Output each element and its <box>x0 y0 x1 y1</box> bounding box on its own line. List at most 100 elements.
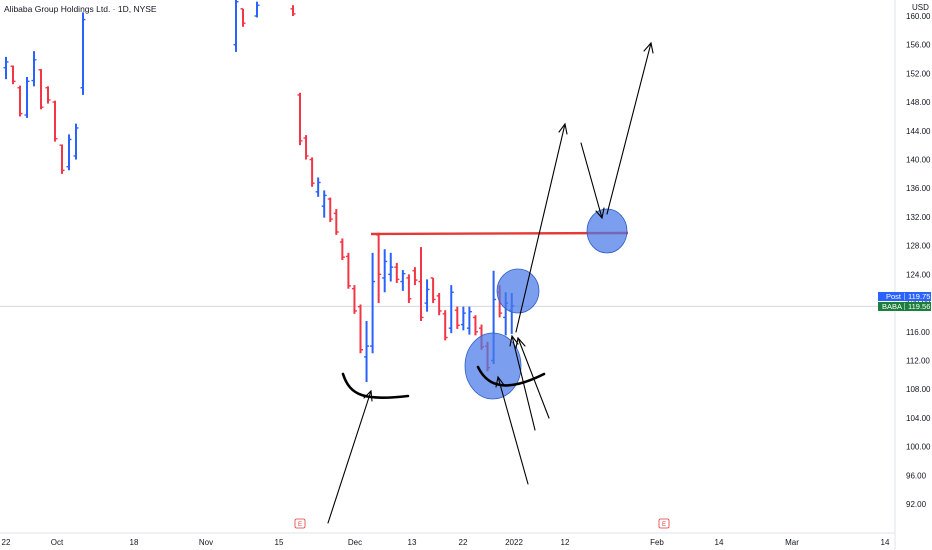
post-price-tag: Post 119.75 <box>878 292 931 301</box>
ohlc-bar <box>394 262 400 283</box>
price-tick-label: 152.00 <box>906 69 931 78</box>
ohlc-bar <box>339 238 345 260</box>
time-tick-label: 14 <box>881 538 890 547</box>
ohlc-bar <box>466 306 472 335</box>
arrow-line <box>327 390 372 524</box>
post-tag-label: Post <box>886 292 902 301</box>
arrow-line <box>606 42 652 215</box>
earnings-marker[interactable]: E <box>294 518 306 529</box>
ohlc-bar <box>233 0 239 52</box>
price-axis-ticks: 160.00 156.00 152.00 148.00 144.00 140.00 136.… <box>906 12 931 509</box>
highlight-circle-upper <box>496 268 540 314</box>
ohlc-bar <box>345 252 351 289</box>
ohlc-bar <box>472 315 478 336</box>
price-axis-currency: USD <box>912 3 929 12</box>
chart-title: Alibaba Group Holdings Ltd. · 1D, NYSE <box>4 4 157 14</box>
price-tick-label: 128.00 <box>906 242 931 251</box>
ohlc-bar <box>3 56 9 80</box>
ohlc-bar <box>370 252 376 354</box>
ohlc-bar <box>424 279 430 312</box>
time-tick-label: 18 <box>130 538 139 547</box>
price-tick-label: 92.00 <box>906 500 927 509</box>
price-tick-label: 148.00 <box>906 98 931 107</box>
ohlc-bar <box>59 144 65 174</box>
arrow-line <box>511 335 536 431</box>
ohlc-bar <box>290 5 296 16</box>
time-tick-label: 12 <box>561 538 570 547</box>
symbol-tag-label: BABA <box>882 302 902 311</box>
ohlc-bar <box>448 285 454 334</box>
ohlc-bar <box>388 252 394 282</box>
ohlc-bar <box>297 92 303 146</box>
price-tick-label: 104.00 <box>906 414 931 423</box>
arrow-line <box>497 376 529 485</box>
annotation-drawings <box>327 41 654 524</box>
ohlc-bar <box>38 69 44 110</box>
ohlc-bar <box>17 85 23 117</box>
time-tick-label: 22 <box>459 538 468 547</box>
earnings-marker-label: E <box>662 522 666 528</box>
ohlc-bar <box>358 304 363 354</box>
ohlc-bar <box>460 306 466 331</box>
price-tick-label: 136.00 <box>906 184 931 193</box>
price-tick-label: 108.00 <box>906 385 931 394</box>
time-tick-label: 22 <box>2 538 11 547</box>
arrow-line <box>517 337 550 419</box>
ohlc-bar <box>240 8 246 27</box>
earnings-marker-label: E <box>298 522 302 528</box>
ohlc-bar <box>351 285 357 314</box>
time-tick-label: Nov <box>199 538 213 547</box>
ohlc-bar <box>436 293 442 316</box>
ohlc-bar <box>364 321 370 382</box>
ohlc-bar <box>31 51 37 87</box>
ohlc-bar <box>406 274 412 304</box>
time-tick-label: Feb <box>650 538 664 547</box>
time-tick-label: 2022 <box>505 538 523 547</box>
price-tick-label: 140.00 <box>906 156 931 165</box>
arrow-head <box>595 207 605 220</box>
symbol-price-tag: BABA 119.56 <box>878 302 931 311</box>
arrow-head <box>363 389 373 402</box>
earnings-marker[interactable]: E <box>658 518 670 529</box>
time-tick-label: 13 <box>408 538 417 547</box>
ohlc-bar <box>45 86 51 104</box>
time-tick-label: 14 <box>715 538 724 547</box>
support-curve-left <box>341 372 410 400</box>
price-tick-label: 144.00 <box>906 127 931 136</box>
time-tick-label: Dec <box>348 538 362 547</box>
resistance-line <box>370 231 629 236</box>
ohlc-bar <box>400 270 406 291</box>
ohlc-bar <box>303 135 309 160</box>
arrow-head <box>643 41 654 54</box>
highlight-circle-lower <box>464 332 522 400</box>
price-tick-label: 156.00 <box>906 41 931 50</box>
ohlc-bar <box>333 209 339 235</box>
arrow-head <box>515 336 526 349</box>
price-tick-label: 160.00 <box>906 12 931 21</box>
ohlc-bar <box>80 12 86 95</box>
price-tick-label: 132.00 <box>906 213 931 222</box>
arrow-head <box>509 334 519 347</box>
time-tick-label: Mar <box>785 538 799 547</box>
ohlc-bar <box>442 310 448 341</box>
time-axis-ticks: 22 Oct 18 Nov 15 Dec 13 22 2022 12 Feb 14 Mar 14 <box>2 538 890 547</box>
post-tag-value: 119.75 <box>908 292 930 301</box>
price-tick-label: 116.00 <box>906 328 930 337</box>
ohlc-bar <box>382 249 388 293</box>
symbol-tag-value: 119.56 <box>908 302 930 311</box>
arrow-line <box>580 142 603 219</box>
ohlc-bar <box>66 134 72 171</box>
time-tick-label: Oct <box>51 538 64 547</box>
ohlc-bar <box>254 1 260 18</box>
arrow-head <box>558 122 568 135</box>
highlight-circle-target <box>586 208 628 254</box>
ohlc-bar <box>73 123 79 160</box>
ohlc-bar <box>412 267 418 286</box>
ohlc-bar <box>418 247 424 321</box>
ohlc-bar <box>309 157 315 187</box>
arrow-line <box>515 123 566 333</box>
ohlc-bar <box>321 190 327 218</box>
ohlc-bar <box>10 65 16 85</box>
